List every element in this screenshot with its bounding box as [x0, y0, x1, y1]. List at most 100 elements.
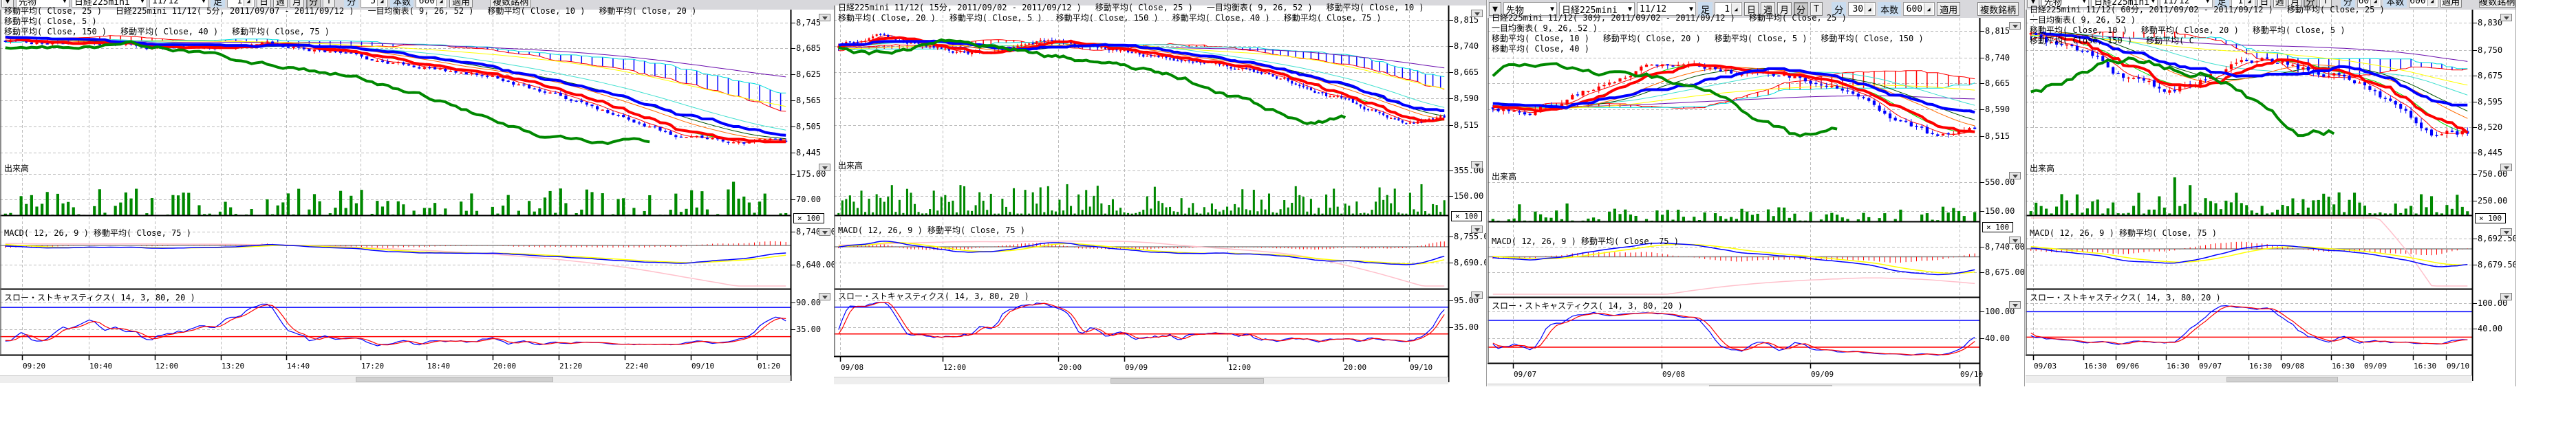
multi-symbol-button[interactable]: 複数銘柄	[1977, 2, 2019, 16]
market-select[interactable]: 先物 ▼	[16, 0, 69, 8]
volume-bar	[1157, 201, 1160, 215]
period-button[interactable]: 分	[1794, 2, 1809, 16]
spinner-icon[interactable]: ◢	[1865, 3, 1874, 14]
pane-menu-dropdown-icon[interactable]	[2009, 236, 2021, 244]
spinner-icon[interactable]: ◢	[1924, 3, 1933, 14]
period-button[interactable]: 月	[2288, 0, 2302, 8]
contract-select[interactable]: 11/12 ▼	[2160, 0, 2213, 8]
period-button[interactable]: 週	[273, 0, 288, 8]
scrollbar-thumb[interactable]	[1709, 385, 1832, 386]
volume-bar	[784, 212, 788, 215]
pane-menu-dropdown-icon[interactable]	[1471, 161, 1483, 168]
chart-canvas[interactable]	[1488, 0, 2024, 386]
pane-menu-dropdown-icon[interactable]	[819, 14, 830, 21]
period-button[interactable]: 日	[1744, 2, 1759, 16]
candle	[35, 42, 39, 45]
spinner-icon[interactable]: ◢	[2244, 0, 2254, 6]
chart-canvas[interactable]	[834, 0, 1486, 386]
spinner-icon[interactable]: ◢	[377, 0, 387, 6]
horizontal-scrollbar[interactable]	[834, 377, 1448, 384]
candle-body	[837, 45, 840, 48]
pane-menu-dropdown-icon[interactable]	[2500, 228, 2512, 236]
scrollbar-thumb[interactable]	[356, 377, 553, 382]
pane-menu-dropdown-icon[interactable]	[2009, 172, 2021, 179]
volume-bar	[1325, 194, 1328, 215]
bar-count-spinner[interactable]: 1 ◢	[1715, 2, 1743, 16]
bar-count-input[interactable]: 600 ◢	[416, 0, 448, 8]
menu-dropdown-button[interactable]: ▼	[1, 0, 14, 8]
bar-count-spinner[interactable]: 1 ◢	[2231, 0, 2256, 8]
market-select[interactable]: 先物 ▼	[2041, 0, 2090, 8]
menu-dropdown-button[interactable]: ▼	[2027, 0, 2039, 8]
period-button[interactable]: 分	[306, 0, 321, 8]
period-button[interactable]: 日	[257, 0, 272, 8]
candle-body	[1359, 104, 1362, 107]
indicator-legend-item: 移動平均( Close, 10 )	[2030, 25, 2127, 35]
apply-button[interactable]: 適用	[1937, 2, 1961, 16]
period-button[interactable]: 週	[1761, 2, 1776, 16]
candle-body	[1968, 128, 1971, 131]
bar-count-input[interactable]: 600 ◢	[1903, 2, 1935, 16]
period-button[interactable]: T	[1810, 2, 1823, 16]
volume-bar	[1111, 199, 1114, 215]
period-button[interactable]: T	[323, 0, 336, 8]
candle	[1302, 82, 1305, 89]
period-button[interactable]: 日	[2257, 0, 2271, 8]
spinner-icon[interactable]: ◢	[436, 0, 446, 6]
horizontal-scrollbar[interactable]	[1488, 384, 1979, 386]
horizontal-scrollbar[interactable]	[2026, 375, 2472, 383]
pane-menu-dropdown-icon[interactable]	[2500, 293, 2512, 300]
apply-button[interactable]: 適用	[449, 0, 473, 8]
pane-menu-dropdown-icon[interactable]	[2009, 22, 2021, 30]
contract-select[interactable]: 11/12 ▼	[1637, 2, 1696, 16]
candle-body	[1100, 47, 1103, 49]
spinner-icon[interactable]: ◢	[2427, 0, 2436, 6]
bar-count-spinner[interactable]: 1 ◢	[227, 0, 255, 8]
bar-count-input[interactable]: 600 ◢	[2409, 0, 2438, 8]
volume-bar	[187, 192, 191, 215]
pane-menu-dropdown-icon[interactable]	[819, 164, 830, 171]
period-button[interactable]: 分	[2304, 0, 2317, 8]
minutes-spinner[interactable]: 5 ◢	[361, 0, 389, 8]
pane-menu-dropdown-icon[interactable]	[2500, 164, 2512, 171]
candle	[2286, 60, 2290, 67]
pane-menu-dropdown-icon[interactable]	[1471, 226, 1483, 233]
spinner-icon[interactable]: ◢	[2370, 0, 2380, 6]
symbol-select[interactable]: 日経225mini ▼	[2091, 0, 2158, 8]
apply-button[interactable]: 適用	[2440, 0, 2462, 8]
scrollbar-thumb[interactable]	[2226, 377, 2338, 382]
pane-menu-dropdown-icon[interactable]	[1471, 10, 1483, 17]
spinner-icon[interactable]: ◢	[244, 0, 253, 6]
chart-canvas[interactable]	[2026, 0, 2515, 386]
scrollbar-thumb[interactable]	[1110, 378, 1264, 384]
pane-menu-dropdown-icon[interactable]	[1471, 292, 1483, 299]
grid-lines	[1488, 18, 1979, 363]
period-button[interactable]: T	[2319, 0, 2332, 8]
market-select[interactable]: 先物 ▼	[1503, 2, 1557, 16]
candle-body	[2368, 86, 2372, 90]
symbol-select[interactable]: 日経225mini ▼	[1559, 2, 1635, 16]
volume-bar	[1677, 209, 1680, 221]
pane-menu-dropdown-icon[interactable]	[819, 293, 830, 300]
horizontal-scrollbar[interactable]	[0, 375, 791, 383]
minutes-spinner[interactable]: 30 ◢	[1848, 2, 1876, 16]
menu-dropdown-button[interactable]: ▼	[1489, 2, 1501, 16]
multi-symbol-button[interactable]: 複数銘柄	[2478, 0, 2515, 8]
pane-menu-dropdown-icon[interactable]	[819, 228, 830, 236]
contract-select[interactable]: 11/12 ▼	[149, 0, 208, 8]
indicator-legend-row: 移動平均( Close, 10 ) 移動平均( Close, 20 ) 移動平均( …	[1492, 34, 1974, 54]
pane-menu-dropdown-icon[interactable]	[2500, 14, 2512, 21]
candle	[955, 50, 958, 54]
candle-body	[685, 137, 688, 138]
minutes-spinner[interactable]: 60 ◢	[2357, 0, 2382, 8]
period-button[interactable]: 月	[1777, 2, 1792, 16]
multi-symbol-button[interactable]: 複数銘柄	[490, 0, 532, 8]
period-button[interactable]: 月	[290, 0, 305, 8]
candle-body	[438, 68, 442, 70]
spinner-icon[interactable]: ◢	[1731, 3, 1741, 14]
period-button[interactable]: 週	[2273, 0, 2286, 8]
candle-body	[266, 41, 269, 43]
pane-menu-dropdown-icon[interactable]	[2009, 301, 2021, 309]
chart-canvas[interactable]	[0, 0, 834, 386]
symbol-select[interactable]: 日経225mini ▼	[72, 0, 147, 8]
